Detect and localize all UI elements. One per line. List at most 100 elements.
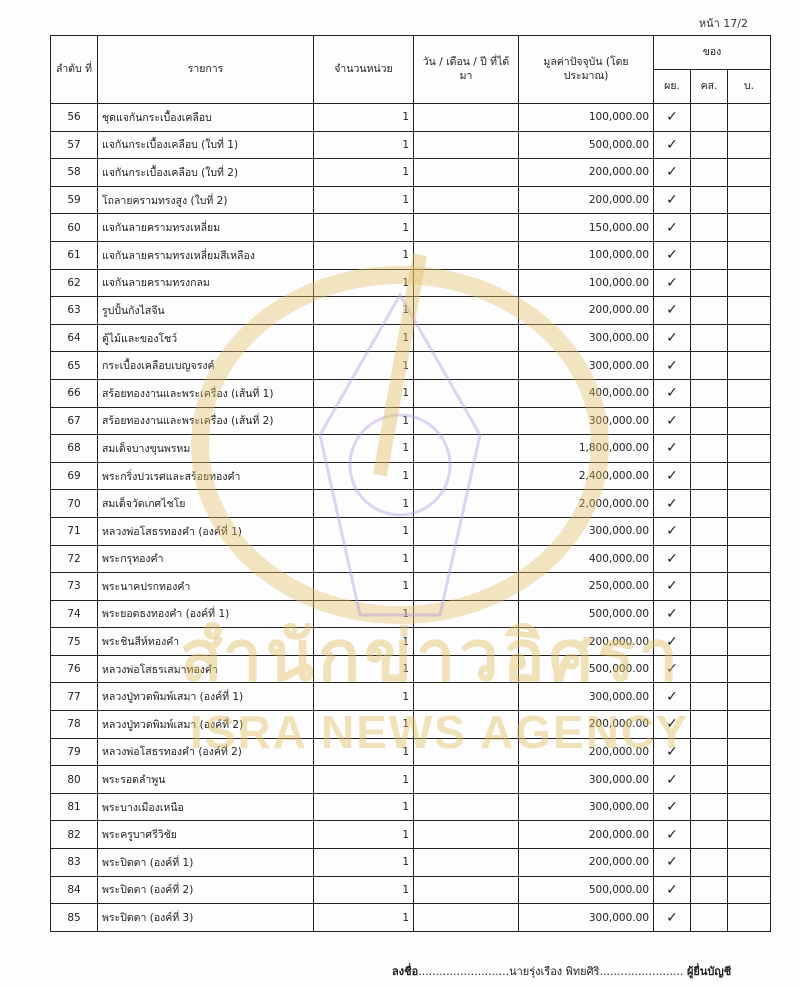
check-mark-icon: ✓ — [666, 330, 678, 347]
check-mark-icon: ✓ — [666, 468, 678, 485]
row-date — [413, 158, 519, 187]
signature-line: ลงชื่อ..........................นายรุ่งเ… — [392, 962, 731, 980]
owner-cell: ✓ — [653, 461, 691, 491]
signature-dots: ........................ — [599, 965, 684, 978]
row-date — [413, 544, 519, 574]
row-qty: 1 — [313, 130, 414, 160]
owner-cell — [726, 489, 772, 518]
row-item: พระนาคปรกทองคำ — [97, 572, 314, 601]
owner-cell — [690, 434, 728, 463]
row-qty: 1 — [313, 627, 414, 656]
row-item: ตู้ไม้และของโชว์ — [97, 323, 314, 353]
check-mark-icon: ✓ — [666, 440, 678, 457]
row-date — [413, 130, 519, 160]
row-number: 64 — [50, 323, 98, 353]
row-number: 82 — [50, 820, 98, 850]
row-qty: 1 — [313, 572, 414, 601]
row-qty: 1 — [313, 213, 414, 242]
signature-name: นายรุ่งเรือง พิทยศิริ — [509, 965, 600, 978]
row-number: 81 — [50, 792, 98, 822]
row-number: 66 — [50, 378, 98, 408]
header-item: รายการ — [97, 35, 314, 104]
owner-cell — [726, 765, 772, 794]
owner-cell — [726, 296, 772, 325]
table-row: 68 สมเด็จบางขุนพรหม 1 1,800,000.00 ✓ — [50, 434, 772, 463]
row-number: 56 — [50, 103, 98, 132]
owner-cell — [690, 875, 728, 905]
owner-cell — [726, 378, 772, 408]
owner-cell: ✓ — [653, 268, 691, 298]
owner-cell: ✓ — [653, 351, 691, 380]
row-item: สมเด็จวัดเกศไชโย — [97, 489, 314, 518]
owner-cell: ✓ — [653, 185, 691, 215]
row-value: 2,000,000.00 — [518, 489, 654, 518]
check-mark-icon: ✓ — [666, 605, 678, 622]
row-value: 400,000.00 — [518, 378, 654, 408]
row-qty: 1 — [313, 461, 414, 491]
owner-cell: ✓ — [653, 903, 691, 932]
row-item: พระปิดตา (องค์ที่ 2) — [97, 875, 314, 905]
row-value: 500,000.00 — [518, 130, 654, 160]
row-item: พระกริ่งปวเรศและสร้อยทองคำ — [97, 461, 314, 491]
owner-cell: ✓ — [653, 765, 691, 794]
row-qty: 1 — [313, 240, 414, 270]
table-row: 61 แจกันลายครามทรงเหลี่ยมสีเหลือง 1 100,000… — [50, 240, 772, 270]
owner-cell: ✓ — [653, 599, 691, 629]
row-value: 200,000.00 — [518, 820, 654, 850]
row-qty: 1 — [313, 599, 414, 629]
row-item: หลวงพ่อโสธรทองคำ (องค์ที่ 2) — [97, 737, 314, 767]
row-item: พระชินสีห์ทองคำ — [97, 627, 314, 656]
table-row: 81 พระบางเมืองเหนือ 1 300,000.00 ✓ — [50, 792, 772, 822]
header-owner-self: ผย. — [653, 69, 691, 104]
check-mark-icon: ✓ — [666, 109, 678, 126]
owner-cell: ✓ — [653, 489, 691, 518]
row-number: 77 — [50, 682, 98, 712]
header-no: ลำดับ ที่ — [50, 35, 98, 104]
row-number: 62 — [50, 268, 98, 298]
row-number: 76 — [50, 654, 98, 684]
owner-cell — [726, 213, 772, 242]
row-number: 74 — [50, 599, 98, 629]
row-value: 2,400,000.00 — [518, 461, 654, 491]
check-mark-icon: ✓ — [666, 854, 678, 871]
row-qty: 1 — [313, 544, 414, 574]
owner-cell: ✓ — [653, 158, 691, 187]
row-number: 83 — [50, 848, 98, 877]
row-date — [413, 240, 519, 270]
row-value: 100,000.00 — [518, 268, 654, 298]
row-date — [413, 213, 519, 242]
header-owner-child: บ. — [726, 69, 772, 104]
header-owner-spouse: คส. — [690, 69, 728, 104]
row-date — [413, 185, 519, 215]
owner-cell: ✓ — [653, 378, 691, 408]
owner-cell: ✓ — [653, 544, 691, 574]
table-row: 64 ตู้ไม้และของโชว์ 1 300,000.00 ✓ — [50, 323, 772, 353]
row-value: 250,000.00 — [518, 572, 654, 601]
row-value: 500,000.00 — [518, 654, 654, 684]
check-mark-icon: ✓ — [666, 771, 678, 788]
row-qty: 1 — [313, 489, 414, 518]
check-mark-icon: ✓ — [666, 799, 678, 816]
row-value: 300,000.00 — [518, 765, 654, 794]
table-row: 82 พระครูบาศรีวิชัย 1 200,000.00 ✓ — [50, 820, 772, 850]
row-date — [413, 627, 519, 656]
header-qty: จำนวนหน่วย — [313, 35, 414, 104]
row-date — [413, 323, 519, 353]
owner-cell — [690, 765, 728, 794]
row-qty: 1 — [313, 323, 414, 353]
signature-prefix: ลงชื่อ — [392, 965, 419, 978]
row-number: 70 — [50, 489, 98, 518]
row-item: พระครูบาศรีวิชัย — [97, 820, 314, 850]
owner-cell: ✓ — [653, 848, 691, 877]
owner-cell — [726, 599, 772, 629]
owner-cell — [726, 544, 772, 574]
owner-cell: ✓ — [653, 240, 691, 270]
check-mark-icon: ✓ — [666, 716, 678, 733]
row-qty: 1 — [313, 792, 414, 822]
row-date — [413, 516, 519, 546]
row-value: 300,000.00 — [518, 406, 654, 436]
signature-role: ผู้ยื่นบัญชี — [686, 965, 732, 978]
row-value: 400,000.00 — [518, 544, 654, 574]
row-date — [413, 406, 519, 436]
